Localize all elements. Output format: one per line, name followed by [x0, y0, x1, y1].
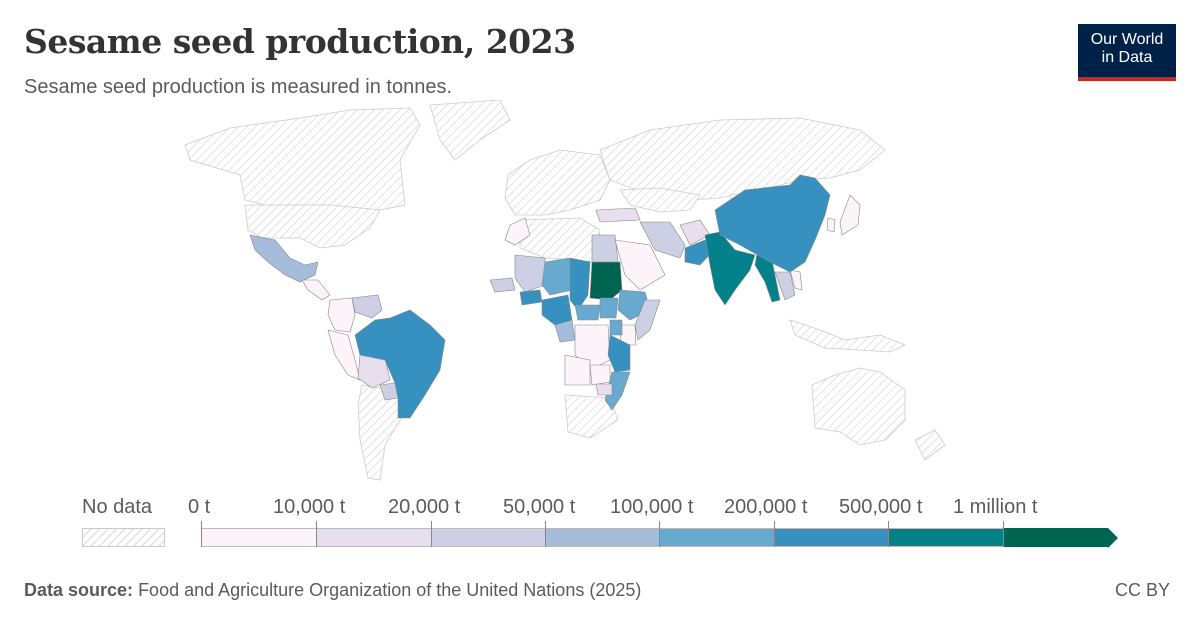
country-india: [704, 231, 756, 306]
legend-tick-label: 50,000 t: [503, 496, 576, 518]
country-mozambique: [604, 371, 631, 411]
legend-tick: [201, 521, 202, 547]
legend-bin-5[interactable]: [774, 528, 888, 547]
data-source-text[interactable]: Food and Agriculture Organization of the…: [138, 580, 642, 600]
region-new-zealand: [914, 429, 946, 461]
legend-tick-label: 1 million t: [953, 496, 1038, 518]
legend-tick-label: 200,000 t: [724, 496, 808, 518]
country-mexico: [249, 234, 319, 283]
legend-bin-6[interactable]: [888, 528, 1003, 547]
legend-bin-0[interactable]: [201, 528, 316, 547]
region-canada: [184, 107, 421, 211]
owid-logo[interactable]: Our World in Data: [1078, 24, 1176, 81]
chart-subtitle: Sesame seed production is measured in to…: [24, 76, 453, 98]
country-china: [714, 174, 831, 273]
country-turkey: [595, 207, 641, 223]
legend-bin-3[interactable]: [545, 528, 659, 547]
legend-tick-label: 100,000 t: [610, 496, 694, 518]
region-greenland: [429, 100, 511, 161]
legend-bin-4[interactable]: [659, 528, 774, 547]
country-angola: [564, 354, 591, 386]
legend-arrow-icon: [1108, 528, 1118, 548]
country-vietnam: [789, 269, 803, 291]
logo-line-1: Our World: [1090, 31, 1164, 48]
region-kazakhstan: [619, 187, 701, 213]
legend-tick-label: 20,000 t: [388, 496, 461, 518]
logo-line-2: in Data: [1101, 49, 1153, 66]
country-south-sudan: [599, 297, 619, 319]
legend-nodata-label: No data: [82, 496, 153, 518]
region-russia: [599, 117, 886, 201]
country-car: [574, 304, 601, 321]
legend-nodata-swatch[interactable]: [82, 528, 165, 547]
country-burkina-faso: [519, 289, 543, 306]
country-zimbabwe: [595, 383, 613, 396]
country-venezuela: [351, 294, 383, 319]
country-chad: [569, 257, 591, 311]
country-niger: [541, 257, 573, 296]
region-south-africa: [564, 394, 619, 439]
country-central-america: [301, 279, 331, 301]
chart-title: Sesame seed production, 2023: [24, 22, 576, 61]
legend-tick-label: 10,000 t: [273, 496, 346, 518]
country-morocco: [504, 217, 531, 246]
country-egypt: [591, 234, 619, 263]
legend-bin-2[interactable]: [431, 528, 545, 547]
country-south-korea: [826, 217, 836, 233]
world-map: [184, 100, 946, 481]
region-australia: [811, 367, 906, 446]
country-pakistan: [684, 239, 713, 266]
legend-tick: [545, 521, 546, 547]
legend-tick: [316, 521, 317, 547]
country-brazil: [354, 309, 446, 419]
region-europe: [504, 149, 611, 216]
license-link[interactable]: CC BY: [1114, 580, 1170, 600]
region-algeria-libya: [519, 217, 601, 263]
legend-tick-label: 500,000 t: [839, 496, 923, 518]
country-saudi-arabia: [614, 239, 666, 291]
country-somalia: [634, 299, 661, 341]
region-indonesia: [789, 319, 907, 353]
legend-tick: [431, 521, 432, 547]
legend-bin-7[interactable]: [1003, 528, 1108, 547]
legend-tick: [1003, 521, 1004, 547]
country-thailand: [774, 271, 796, 301]
data-source-label: Data source:: [24, 580, 134, 600]
country-nigeria: [541, 294, 573, 326]
legend: No data 0 t 10,000 t 20,000 t 50,000 t 1…: [0, 490, 1200, 560]
data-source: Data source: Food and Agriculture Organi…: [24, 580, 641, 601]
country-senegal: [489, 277, 516, 293]
legend-bin-1[interactable]: [316, 528, 431, 547]
country-iran: [639, 221, 686, 259]
country-kenya: [617, 324, 637, 346]
legend-tick: [659, 521, 660, 547]
country-tanzania: [607, 334, 631, 373]
country-colombia: [327, 297, 356, 333]
region-usa: [244, 204, 381, 249]
country-uganda: [609, 319, 623, 336]
legend-tick: [774, 521, 775, 547]
legend-tick: [888, 521, 889, 547]
country-sudan: [589, 261, 623, 301]
country-mali: [514, 254, 546, 293]
country-peru: [327, 329, 361, 381]
country-japan: [839, 194, 861, 236]
country-zambia: [589, 364, 611, 386]
legend-tick-label: 0 t: [188, 496, 211, 518]
